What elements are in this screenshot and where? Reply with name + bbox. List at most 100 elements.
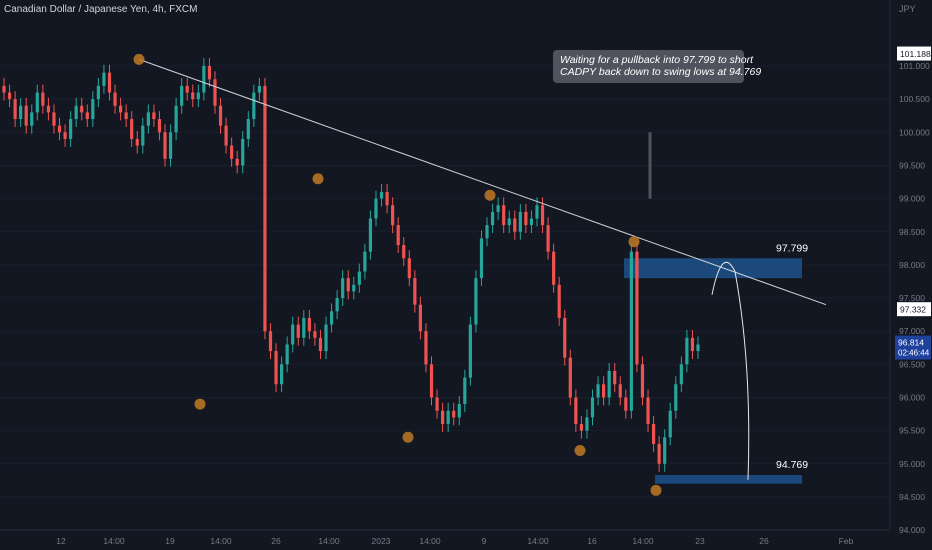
price-tick-label: 95.000 [899, 459, 925, 469]
tag-line-label: 97.332 [900, 305, 926, 315]
candle-body [446, 410, 450, 425]
candle-body [602, 384, 606, 398]
candle-body [268, 331, 273, 352]
price-tick-label: 100.000 [899, 127, 930, 137]
candle-body [402, 245, 406, 259]
price-tick-label: 94.500 [899, 492, 925, 502]
price-tick-label: 95.500 [899, 426, 925, 436]
candle-body [41, 92, 45, 106]
swing-marker [133, 53, 145, 65]
candle-body [507, 218, 511, 226]
swing-marker [194, 398, 206, 410]
candle-body [441, 410, 445, 425]
candle-body [157, 119, 162, 133]
candle-body [335, 298, 339, 312]
swing-marker [650, 484, 662, 496]
candle-body [7, 92, 12, 100]
candle-body [557, 284, 561, 318]
candle-body [202, 66, 206, 93]
price-axis[interactable]: JPY 101.000 100.500 100.000 99.500 99.000 98.5… [889, 0, 932, 550]
candle-body [30, 112, 34, 126]
candle-body [352, 284, 356, 292]
candle-body [302, 317, 306, 338]
candle-body [690, 337, 695, 352]
candle-body [374, 198, 378, 219]
candle-body [213, 79, 217, 106]
candle-body [224, 125, 228, 146]
price-tick-label: 97.000 [899, 326, 925, 336]
candle-body [396, 225, 400, 246]
candle-body [196, 92, 200, 100]
time-tick-label: 14:00 [103, 536, 125, 546]
candle-body [640, 364, 645, 398]
candle-body [57, 125, 62, 133]
candle-body [35, 92, 39, 113]
zone-94.769 [655, 475, 802, 484]
candle-body [107, 72, 112, 93]
candle-body [574, 397, 578, 425]
candle-body [363, 251, 367, 272]
candle-body [596, 384, 600, 398]
candle-body [324, 324, 328, 352]
price-tick-label: 94.000 [899, 525, 925, 535]
candle-body [113, 92, 117, 106]
time-tick-label: 19 [165, 536, 175, 546]
candle-body [152, 112, 156, 120]
time-tick-label: 14:00 [527, 536, 549, 546]
candle-body [474, 278, 478, 325]
candle-body [2, 85, 6, 93]
candle-body [185, 85, 189, 93]
time-axis[interactable]: 12 14:00 19 14:00 26 14:00 2023 14:00 9 14:00 16 14… [0, 529, 890, 546]
time-tick-label: 9 [482, 536, 487, 546]
zone-97.799 [624, 258, 802, 279]
swing-marker [628, 236, 640, 248]
candle-body [96, 85, 100, 100]
candle-body [552, 251, 556, 285]
candle-body [141, 125, 145, 146]
candle-body [69, 119, 73, 139]
candle-body [635, 251, 639, 365]
candle-body [274, 351, 278, 385]
candle-body [452, 410, 456, 418]
candle-body [613, 370, 617, 385]
candle-body [291, 324, 295, 345]
swing-marker [402, 431, 414, 443]
candle-body [529, 218, 534, 226]
candle-body [663, 437, 667, 464]
time-tick-label: 14:00 [419, 536, 441, 546]
candle-body [457, 404, 461, 418]
candle-body [502, 205, 506, 226]
zone-label: 97.799 [776, 242, 808, 254]
projection-path [711, 261, 750, 480]
candle-body [241, 138, 245, 166]
candle-body [130, 119, 134, 139]
candle-body [646, 397, 650, 425]
tag-last-price [895, 335, 931, 360]
swing-marker [484, 189, 496, 201]
candle-body [463, 377, 467, 405]
candle-body [174, 105, 178, 133]
annotation-note[interactable]: Waiting for a pullback into 97.799 to sh… [553, 50, 761, 83]
candle-body [180, 85, 184, 106]
candle-body [546, 225, 550, 252]
candle-body [235, 158, 239, 166]
time-tick-label: 14:00 [632, 536, 654, 546]
price-tick-label: 96.500 [899, 359, 925, 369]
candle-body [585, 417, 589, 431]
candle-body [341, 278, 345, 299]
candles[interactable] [2, 58, 700, 472]
candle-body [479, 238, 484, 279]
candle-body [629, 251, 633, 411]
candle-body [280, 364, 284, 385]
price-tick-label: 98.000 [899, 260, 925, 270]
candle-body [579, 424, 584, 431]
price-tick-label: 99.000 [899, 194, 925, 204]
candle-body [540, 205, 545, 226]
candle-body [85, 112, 89, 120]
candle-body [696, 344, 700, 352]
drawing-layer [648, 132, 750, 480]
candle-body [124, 112, 128, 120]
symbol-title[interactable]: Canadian Dollar / Japanese Yen, 4h, FXCM [4, 4, 198, 15]
candle-body [607, 370, 611, 398]
